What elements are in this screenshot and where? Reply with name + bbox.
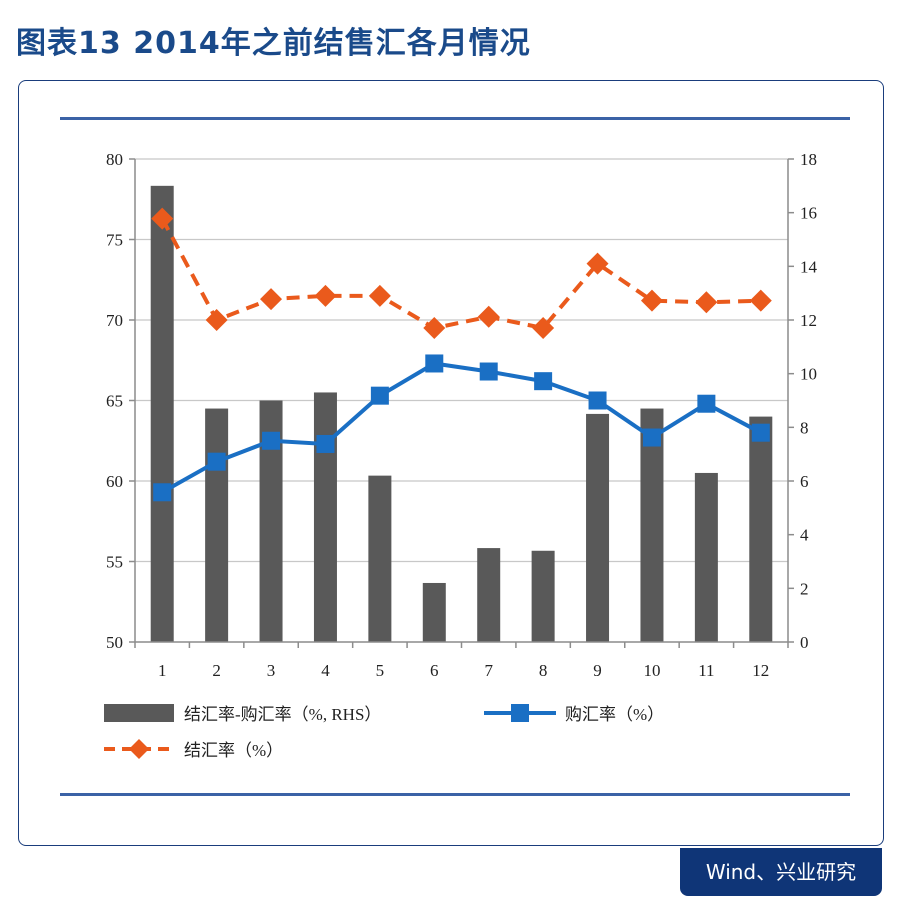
buy-rate-line (161, 361, 762, 495)
bar (368, 475, 392, 642)
settle-rate-marker (749, 289, 772, 312)
bar (586, 413, 610, 642)
grid-lines (135, 158, 788, 563)
right-tick-label: 12 (800, 311, 817, 330)
left-tick-label: 60 (106, 472, 123, 491)
left-tick-label: 50 (106, 633, 123, 652)
settle-rate-marker (640, 289, 663, 312)
bar (259, 400, 283, 642)
buy-rate-marker (697, 394, 716, 413)
right-tick-label: 18 (800, 150, 817, 169)
buy-rate-marker (479, 362, 498, 381)
bar (531, 550, 555, 642)
x-tick-label: 2 (212, 661, 221, 680)
bottom-rule (60, 793, 850, 796)
buy-rate-marker (207, 452, 226, 471)
bar (477, 548, 501, 642)
settle-rate-marker (205, 309, 228, 331)
right-tick-label: 14 (800, 257, 818, 276)
bar-series (150, 185, 773, 643)
top-rule (60, 117, 850, 120)
source-label: Wind、兴业研究 (680, 848, 882, 896)
x-tick-label: 6 (430, 661, 439, 680)
legend: 结汇率-购汇率（%, RHS） 购汇率（%） 结汇率（%） (104, 704, 664, 760)
settle-rate-marker (477, 305, 500, 328)
x-tick-label: 1 (158, 661, 167, 680)
x-tick-label: 11 (698, 661, 714, 680)
settle-rate-marker (695, 291, 718, 314)
right-tick-label: 2 (800, 579, 809, 598)
bar (150, 185, 174, 643)
axes (129, 158, 794, 648)
right-tick-label: 0 (800, 633, 809, 652)
bar (313, 392, 337, 642)
x-tick-label: 5 (376, 661, 385, 680)
settle-rate-marker (314, 284, 337, 307)
buy-rate-marker (751, 423, 770, 442)
right-tick-label: 16 (800, 204, 817, 223)
bar (640, 408, 664, 642)
legend-settle-label: 结汇率（%） (184, 741, 283, 760)
bar (205, 408, 229, 642)
settle-rate-marker (532, 317, 555, 340)
right-tick-label: 10 (800, 365, 817, 384)
x-tick-label: 12 (752, 661, 769, 680)
bar (422, 582, 446, 642)
left-tick-label: 70 (106, 311, 123, 330)
buy-rate-marker (370, 386, 389, 405)
bar (749, 416, 773, 642)
x-tick-label: 9 (593, 661, 602, 680)
settle-rate-marker (368, 284, 391, 307)
x-tick-label: 4 (321, 661, 330, 680)
buy-rate-marker (262, 431, 281, 450)
legend-settle-marker (129, 739, 149, 759)
settle-rate-marker (586, 252, 609, 275)
chart-frame (18, 80, 884, 846)
buy-rate-marker (316, 434, 335, 453)
buy-rate-marker (153, 483, 172, 502)
settle-rate-line (160, 217, 761, 331)
left-tick-label: 65 (106, 392, 123, 411)
settle-rate-marker (151, 207, 174, 230)
bar (694, 472, 718, 642)
settle-rate-marker (260, 288, 283, 311)
right-tick-label: 6 (800, 472, 809, 491)
legend-bar-label: 结汇率-购汇率（%, RHS） (184, 705, 381, 724)
left-tick-label: 80 (106, 150, 123, 169)
x-tick-label: 10 (643, 661, 660, 680)
left-tick-label: 55 (106, 553, 123, 572)
x-tick-label: 8 (539, 661, 548, 680)
right-tick-label: 4 (800, 526, 809, 545)
right-tick-label: 8 (800, 418, 809, 437)
buy-rate-marker (534, 372, 553, 391)
figure-title: 图表13 2014年之前结售汇各月情况 (16, 26, 531, 61)
legend-buy-label: 购汇率（%） (565, 705, 664, 724)
buy-rate-marker (425, 354, 444, 373)
x-tick-label: 3 (267, 661, 276, 680)
line-series (151, 207, 772, 502)
x-tick-label: 7 (484, 661, 493, 680)
left-tick-label: 75 (106, 231, 123, 250)
buy-rate-marker (588, 391, 607, 410)
settle-rate-marker (423, 317, 446, 340)
buy-rate-marker (642, 428, 661, 447)
legend-buy-marker (511, 704, 529, 722)
legend-bar-swatch (104, 704, 174, 722)
